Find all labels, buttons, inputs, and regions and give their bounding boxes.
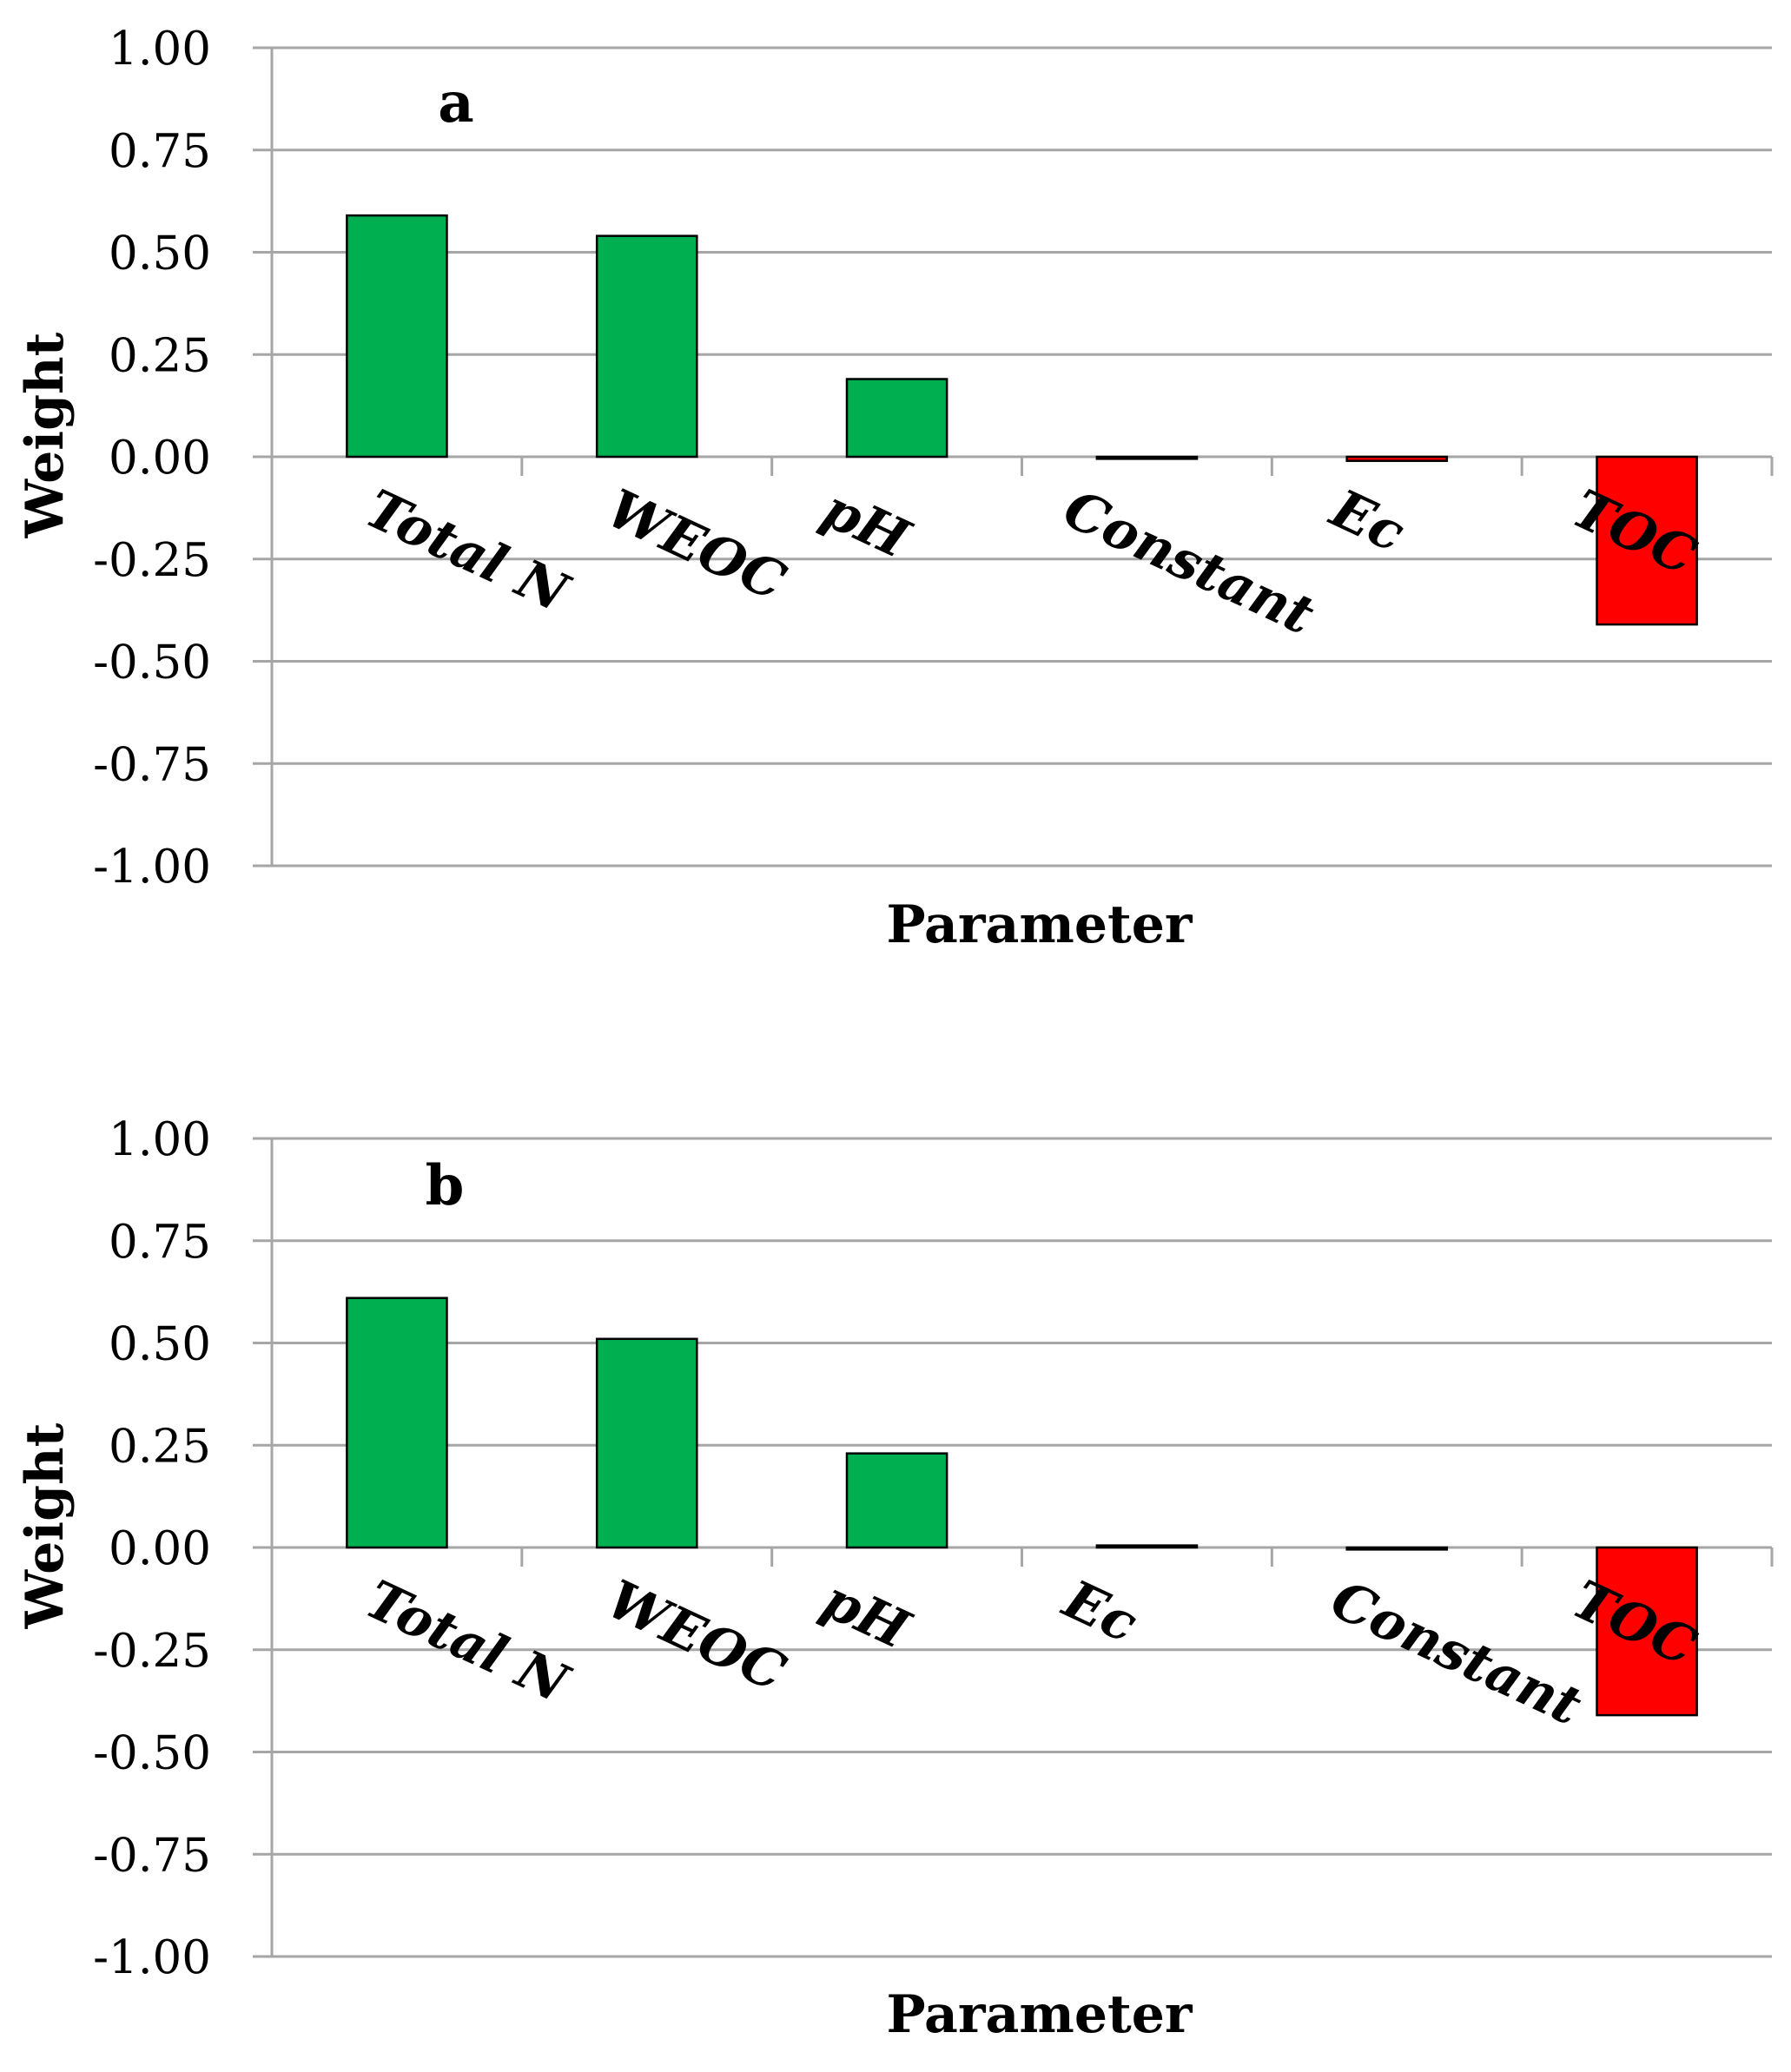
bar-total-n [346,214,448,459]
chart-panel-b: 1.00 0.75 0.50 0.25 0.00 -0.25 -0.50 -0.75 -1.00… [15,1113,1774,2045]
y-tick-label: 0.50 [109,228,211,280]
bar-ec [1095,1544,1199,1549]
y-tick-label: 0.25 [109,329,211,382]
y-tick-label: -0.50 [93,637,211,690]
y-tick-label: 0.00 [109,1522,211,1575]
y-tick-label: -0.25 [93,1625,211,1678]
y-tick-label: 0.75 [109,1216,211,1269]
y-tick-label: -0.50 [93,1727,211,1780]
bar-ph [845,378,948,459]
bar-constant [1345,1546,1449,1551]
y-axis-title: Weight [15,332,76,538]
y-tick-label: 1.00 [109,23,211,76]
y-tick-label: -0.25 [93,534,211,587]
y-tick-label: 0.25 [109,1420,211,1473]
y-tick-label: 1.00 [109,1113,211,1166]
category-label: pH [813,1568,920,1662]
chart-panel-a: 1.00 0.75 0.50 0.25 0.00 -0.25 -0.50 -0.75 -1.00… [15,23,1774,955]
category-label: pH [813,478,920,571]
category-label: Constant [1322,1568,1590,1738]
bar-toc [1596,455,1698,626]
y-tick-label: -0.75 [93,1829,211,1882]
y-tick-label: -1.00 [93,1931,211,1984]
y-tick-label: 0.75 [109,125,211,178]
bar-ec [1345,455,1449,462]
panel-label: a [438,70,473,135]
category-label: WEOC [598,1568,794,1704]
bar-constant [1095,455,1199,460]
y-tick-label: -1.00 [93,841,211,894]
panel-label: b [426,1153,465,1218]
y-tick-label: 0.50 [109,1318,211,1371]
y-axis-title: Weight [15,1422,76,1629]
bar-weoc [595,234,698,459]
category-label: WEOC [598,478,794,613]
x-axis-title: Parameter [886,894,1193,955]
y-tick-label: -0.75 [93,738,211,791]
x-axis-title: Parameter [886,1984,1193,2045]
bar-weoc [595,1337,698,1549]
category-label: Ec [1053,1567,1147,1655]
category-label: Total N [357,1568,579,1716]
category-label: Constant [1054,478,1323,647]
bar-toc [1596,1546,1698,1717]
bar-ph [845,1452,948,1549]
bar-total-n [346,1297,448,1549]
category-label: Ec [1320,477,1414,564]
category-label: Total N [357,478,579,625]
y-tick-label: 0.00 [109,432,211,485]
